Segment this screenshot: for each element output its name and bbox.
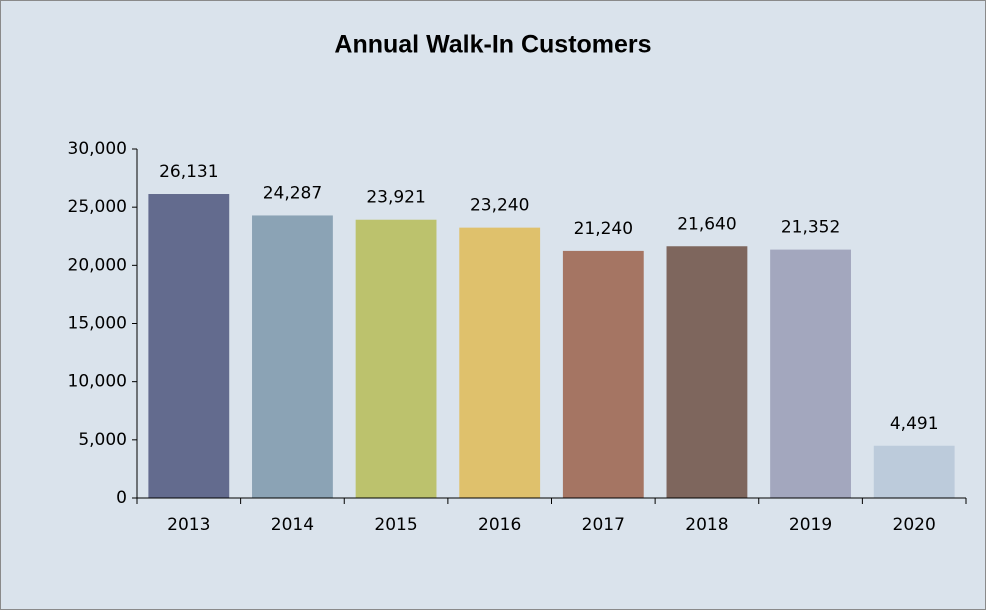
x-tick-label: 2018 [685,515,728,535]
y-tick-label: 10,000 [68,372,127,392]
chart-title: Annual Walk-In Customers [334,31,651,59]
value-label: 21,640 [677,214,736,234]
bar [666,246,748,498]
bar [770,249,851,498]
x-tick-label: 2020 [893,515,936,535]
value-label: 4,491 [890,414,939,434]
x-tick-label: 2015 [374,515,417,535]
y-tick-label: 25,000 [68,197,127,217]
value-label: 24,287 [263,183,322,203]
value-label: 21,352 [781,218,840,238]
bar [459,227,541,498]
x-tick-label: 2014 [271,515,314,535]
bar [355,219,437,498]
value-label: 23,240 [470,196,529,216]
x-tick-label: 2017 [582,515,625,535]
value-label: 23,921 [366,188,425,208]
y-tick-label: 30,000 [68,139,127,159]
y-tick-label: 15,000 [68,314,127,334]
y-tick-label: 20,000 [68,255,127,275]
x-tick-label: 2016 [478,515,521,535]
bar [252,215,333,498]
value-label: 21,240 [574,219,633,239]
value-label: 26,131 [159,162,218,182]
bar [873,445,955,498]
y-tick-label: 5,000 [78,430,127,450]
bar [562,250,644,498]
y-tick-label: 0 [116,488,127,508]
x-tick-label: 2019 [789,515,832,535]
bar [148,194,230,498]
x-tick-label: 2013 [167,515,210,535]
